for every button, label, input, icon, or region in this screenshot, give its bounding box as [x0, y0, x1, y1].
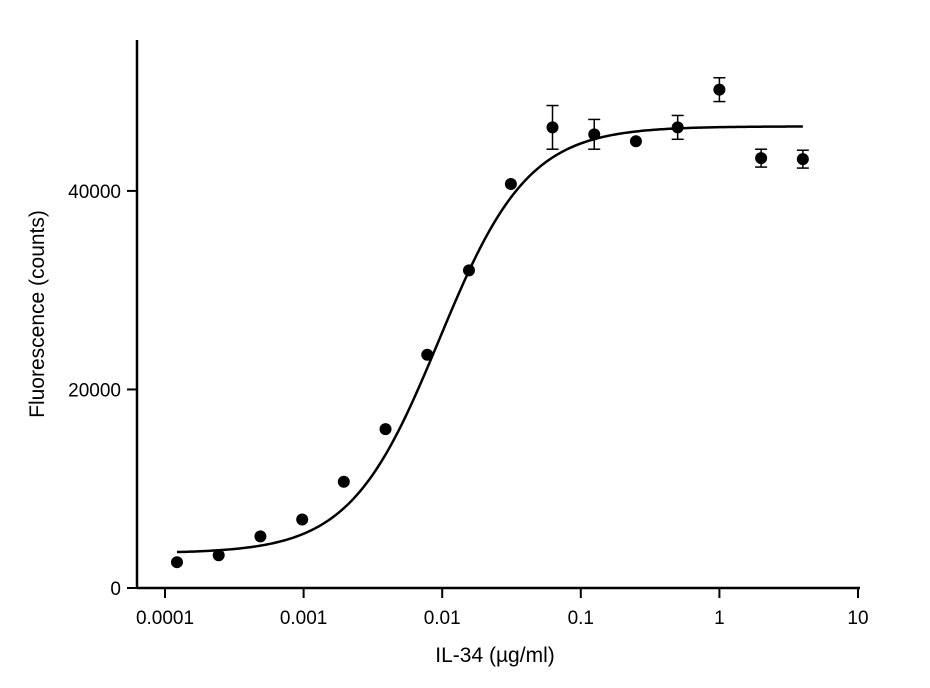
data-point	[588, 128, 601, 141]
x-tick-label: 0.0001	[136, 608, 194, 629]
x-ticks: 0.0001 0.001 0.01 0.1 1 10	[136, 588, 869, 629]
x-axis-title: IL-34 (µg/ml)	[435, 644, 554, 667]
data-point	[254, 530, 267, 543]
data-points	[170, 76, 809, 569]
y-axis-title: Fluorescence (counts)	[26, 210, 49, 418]
y-tick-label: 20000	[68, 380, 121, 401]
y-tick-label: 0	[110, 579, 121, 600]
data-point	[629, 135, 642, 148]
fit-curve	[176, 125, 803, 554]
x-tick-label: 0.001	[280, 608, 328, 629]
x-tick-label: 10	[847, 608, 868, 629]
data-point	[212, 549, 225, 562]
axes	[135, 40, 860, 590]
x-tick-label: 0.01	[424, 608, 461, 629]
data-point	[713, 83, 726, 96]
x-tick-label: 0.1	[568, 608, 594, 629]
data-point	[296, 513, 309, 526]
data-point	[379, 423, 392, 436]
data-point	[170, 556, 183, 569]
data-point	[671, 121, 684, 134]
data-point	[337, 475, 350, 488]
data-point	[755, 152, 768, 165]
data-point	[462, 264, 475, 277]
y-ticks: 0 20000 40000	[68, 182, 137, 600]
data-point	[504, 177, 517, 190]
y-tick-label: 40000	[68, 182, 121, 203]
x-tick-label: 1	[714, 608, 725, 629]
data-point	[421, 348, 434, 361]
data-point	[546, 121, 559, 134]
data-point	[796, 153, 809, 166]
